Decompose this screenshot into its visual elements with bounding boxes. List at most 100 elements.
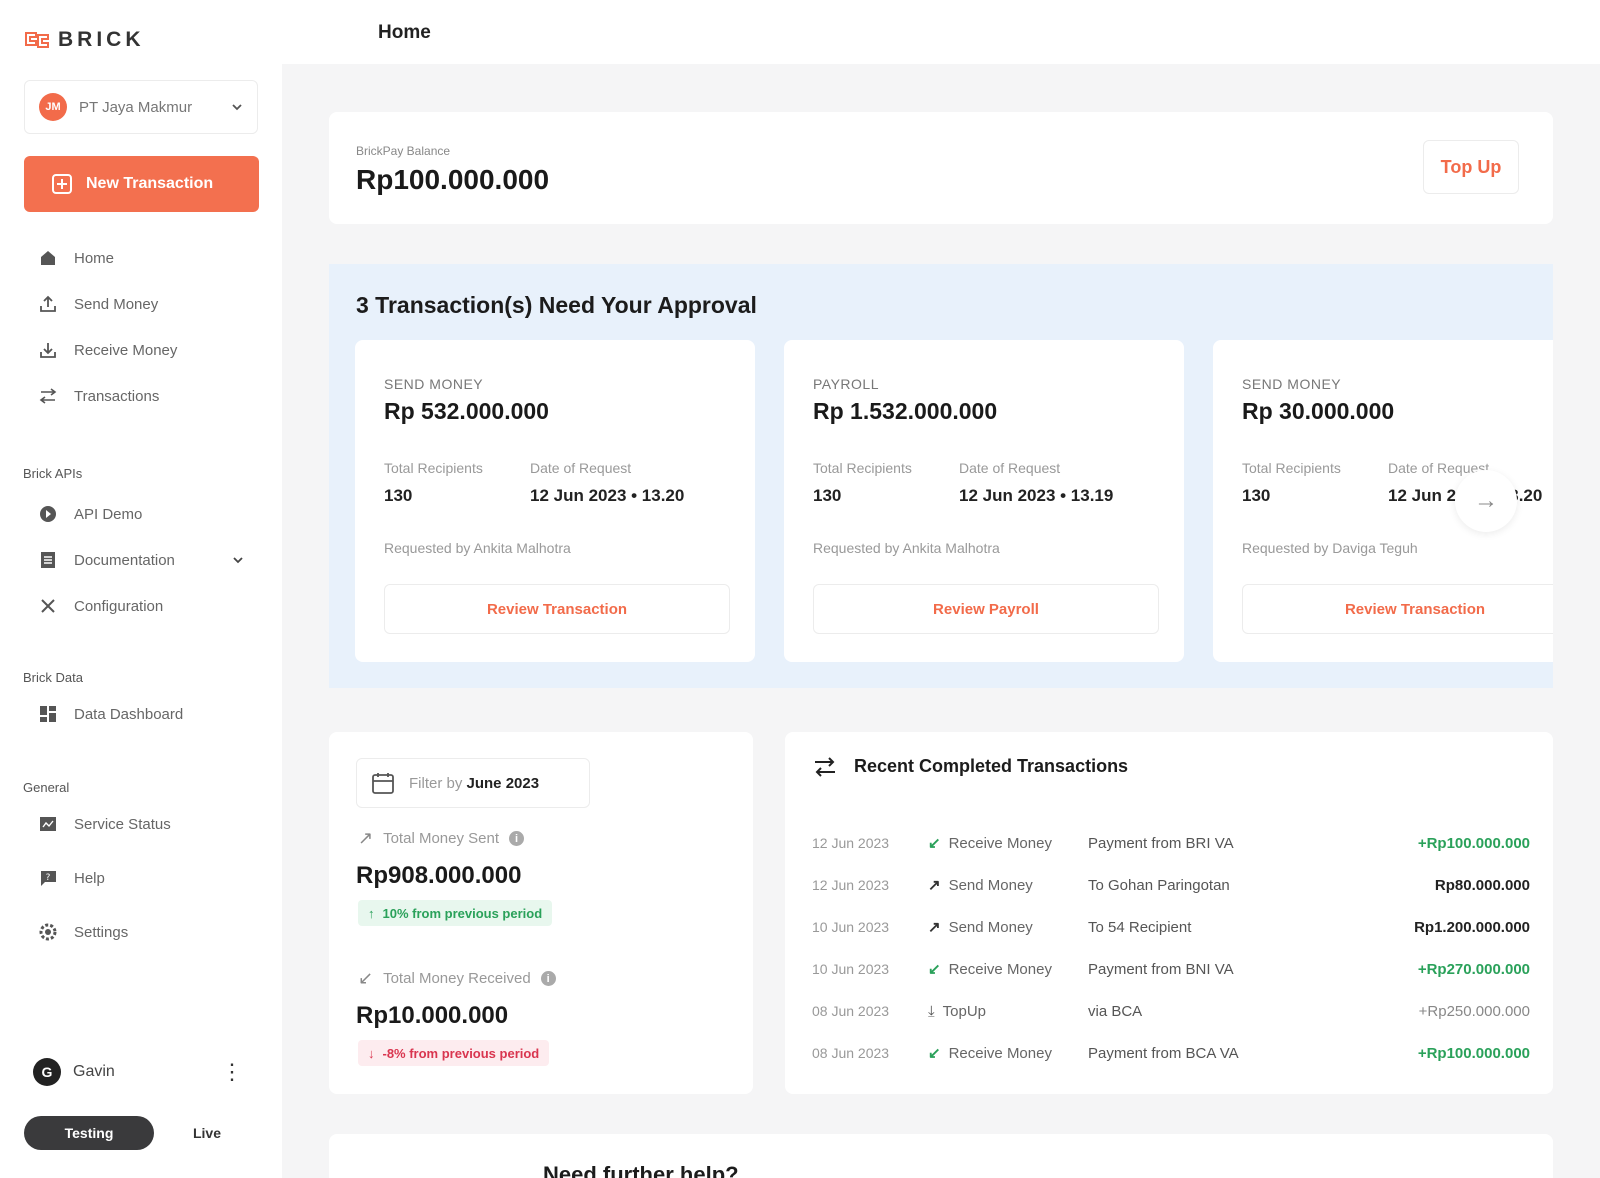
approval-title: 3 Transaction(s) Need Your Approval <box>356 292 757 318</box>
calendar-icon <box>372 773 394 794</box>
tx-date: 08 Jun 2023 <box>812 1045 890 1061</box>
table-row[interactable]: 08 Jun 2023 ⤓ TopUp via BCA +Rp250.000.00… <box>812 1000 1530 1022</box>
send-icon: ↗ <box>928 919 941 936</box>
period-filter[interactable]: Filter by June 2023 <box>356 758 590 808</box>
tx-description: To 54 Recipient <box>1088 918 1192 936</box>
top-bar: Home <box>282 0 1600 64</box>
tx-date: 08 Jun 2023 <box>812 1003 890 1019</box>
tx-type-label: Receive Money <box>948 1044 1052 1062</box>
receive-icon: ↙ <box>928 961 941 978</box>
tx-type-label: Send Money <box>948 918 1033 936</box>
more-options-icon[interactable]: ⋮ <box>221 1059 243 1084</box>
tx-type-label: TopUp <box>942 1002 986 1020</box>
sidebar: BRICK JM PT Jaya Makmur New Transaction … <box>0 0 282 1178</box>
upload-icon <box>38 294 58 314</box>
approval-amount: Rp 30.000.000 <box>1242 398 1395 424</box>
sidebar-item-service-status[interactable]: Service Status <box>38 814 171 834</box>
recipients-value: 130 <box>813 486 842 505</box>
section-general: General <box>23 780 70 795</box>
section-brick-apis: Brick APIs <box>23 466 83 481</box>
info-icon[interactable]: i <box>509 831 524 846</box>
tx-amount: Rp1.200.000.000 <box>1414 918 1530 936</box>
review-transaction-button[interactable]: Review Transaction <box>384 584 730 634</box>
tx-date: 10 Jun 2023 <box>812 961 890 977</box>
organization-select[interactable]: JM PT Jaya Makmur <box>24 80 258 134</box>
tx-date: 10 Jun 2023 <box>812 919 890 935</box>
status-icon <box>38 814 58 834</box>
tx-amount: Rp80.000.000 <box>1434 876 1530 894</box>
swap-icon <box>815 757 835 777</box>
money-sent-text: Total Money Sent <box>383 830 499 847</box>
money-summary-card: Filter by June 2023 ↗ Total Money Sent i… <box>329 732 753 1094</box>
balance-label: BrickPay Balance <box>356 144 451 158</box>
help-icon: ? <box>38 868 58 888</box>
brand-logo[interactable]: BRICK <box>24 28 145 52</box>
sidebar-item-label: Configuration <box>74 597 164 615</box>
tx-type: ↗ Send Money <box>928 918 1088 937</box>
tx-type: ↗ Send Money <box>928 876 1088 895</box>
sidebar-item-data-dashboard[interactable]: Data Dashboard <box>38 704 183 724</box>
review-payroll-button[interactable]: Review Payroll <box>813 584 1159 634</box>
help-title: Need further help? <box>543 1162 739 1178</box>
sidebar-item-home[interactable]: Home <box>38 248 114 268</box>
user-name: Gavin <box>73 1063 115 1080</box>
gear-icon <box>38 922 58 942</box>
sidebar-item-documentation[interactable]: Documentation <box>38 550 244 570</box>
sidebar-item-label: Help <box>74 869 105 887</box>
play-icon <box>38 504 58 524</box>
table-row[interactable]: 08 Jun 2023 ↙ Receive Money Payment from … <box>812 1042 1530 1064</box>
sidebar-item-receive-money[interactable]: Receive Money <box>38 340 177 360</box>
receive-icon: ↙ <box>928 1045 941 1062</box>
date-label: Date of Request <box>530 460 632 476</box>
table-row[interactable]: 10 Jun 2023 ↙ Receive Money Payment from … <box>812 958 1530 980</box>
tx-amount: +Rp100.000.000 <box>1417 834 1530 852</box>
recipients-value: 130 <box>384 486 413 505</box>
info-icon[interactable]: i <box>540 971 556 986</box>
sidebar-item-label: Send Money <box>74 295 159 313</box>
tx-type: ⤓ TopUp <box>928 1003 1088 1020</box>
help-card: Need further help? <box>329 1134 1553 1178</box>
recipients-label: Total Recipients <box>813 460 912 476</box>
top-up-button[interactable]: Top Up <box>1423 140 1519 194</box>
table-row[interactable]: 12 Jun 2023 ↗ Send Money To Gohan Paringo… <box>812 874 1530 896</box>
topup-icon: ⤓ <box>928 1002 935 1020</box>
sidebar-item-transactions[interactable]: Transactions <box>38 386 159 406</box>
user-profile[interactable]: G Gavin ⋮ <box>33 1058 243 1086</box>
chevron-down-icon <box>233 557 243 564</box>
sent-trend-badge: ↑ 10% from previous period <box>358 900 553 926</box>
env-live-button[interactable]: Live <box>192 1125 221 1141</box>
requested-by: Requested by Ankita Malhotra <box>813 540 1000 556</box>
avatar: G <box>33 1058 61 1086</box>
send-icon: ↗ <box>928 877 941 894</box>
approval-type: SEND MONEY <box>1242 376 1342 392</box>
approval-amount: Rp 1.532.000.000 <box>813 398 998 424</box>
sidebar-item-api-demo[interactable]: API Demo <box>38 504 142 524</box>
sidebar-item-label: Data Dashboard <box>74 705 184 723</box>
new-transaction-label: New Transaction <box>86 175 214 192</box>
env-testing-button[interactable]: Testing <box>24 1116 154 1150</box>
date-value: 12 Jun 2023 • 13.20 <box>530 486 685 505</box>
carousel-next-button[interactable]: → <box>1455 470 1517 532</box>
table-row[interactable]: 12 Jun 2023 ↙ Receive Money Payment from … <box>812 832 1530 854</box>
brand-name: BRICK <box>58 28 145 51</box>
receive-icon: ↙ <box>928 835 941 852</box>
sidebar-item-help[interactable]: ? Help <box>38 868 105 888</box>
page-title: Home <box>378 22 431 43</box>
new-transaction-button[interactable]: New Transaction <box>24 156 259 212</box>
swap-icon <box>38 386 58 406</box>
tx-description: Payment from BRI VA <box>1088 834 1234 852</box>
tx-amount: +Rp100.000.000 <box>1417 1044 1530 1062</box>
money-sent-label: ↗ Total Money Sent i <box>358 828 524 849</box>
svg-text:?: ? <box>46 873 51 883</box>
sent-trend-text: 10% from previous period <box>382 905 543 921</box>
sidebar-item-settings[interactable]: Settings <box>38 922 128 942</box>
tx-type: ↙ Receive Money <box>928 960 1088 979</box>
balance-value: Rp100.000.000 <box>356 164 550 195</box>
section-brick-data: Brick Data <box>23 670 83 685</box>
review-transaction-button[interactable]: Review Transaction <box>1242 584 1553 634</box>
table-row[interactable]: 10 Jun 2023 ↗ Send Money To 54 Recipient … <box>812 916 1530 938</box>
sidebar-item-configuration[interactable]: Configuration <box>38 596 163 616</box>
sidebar-item-label: Documentation <box>74 551 175 569</box>
sidebar-item-send-money[interactable]: Send Money <box>38 294 158 314</box>
approval-section: 3 Transaction(s) Need Your Approval SEND… <box>329 264 1553 688</box>
